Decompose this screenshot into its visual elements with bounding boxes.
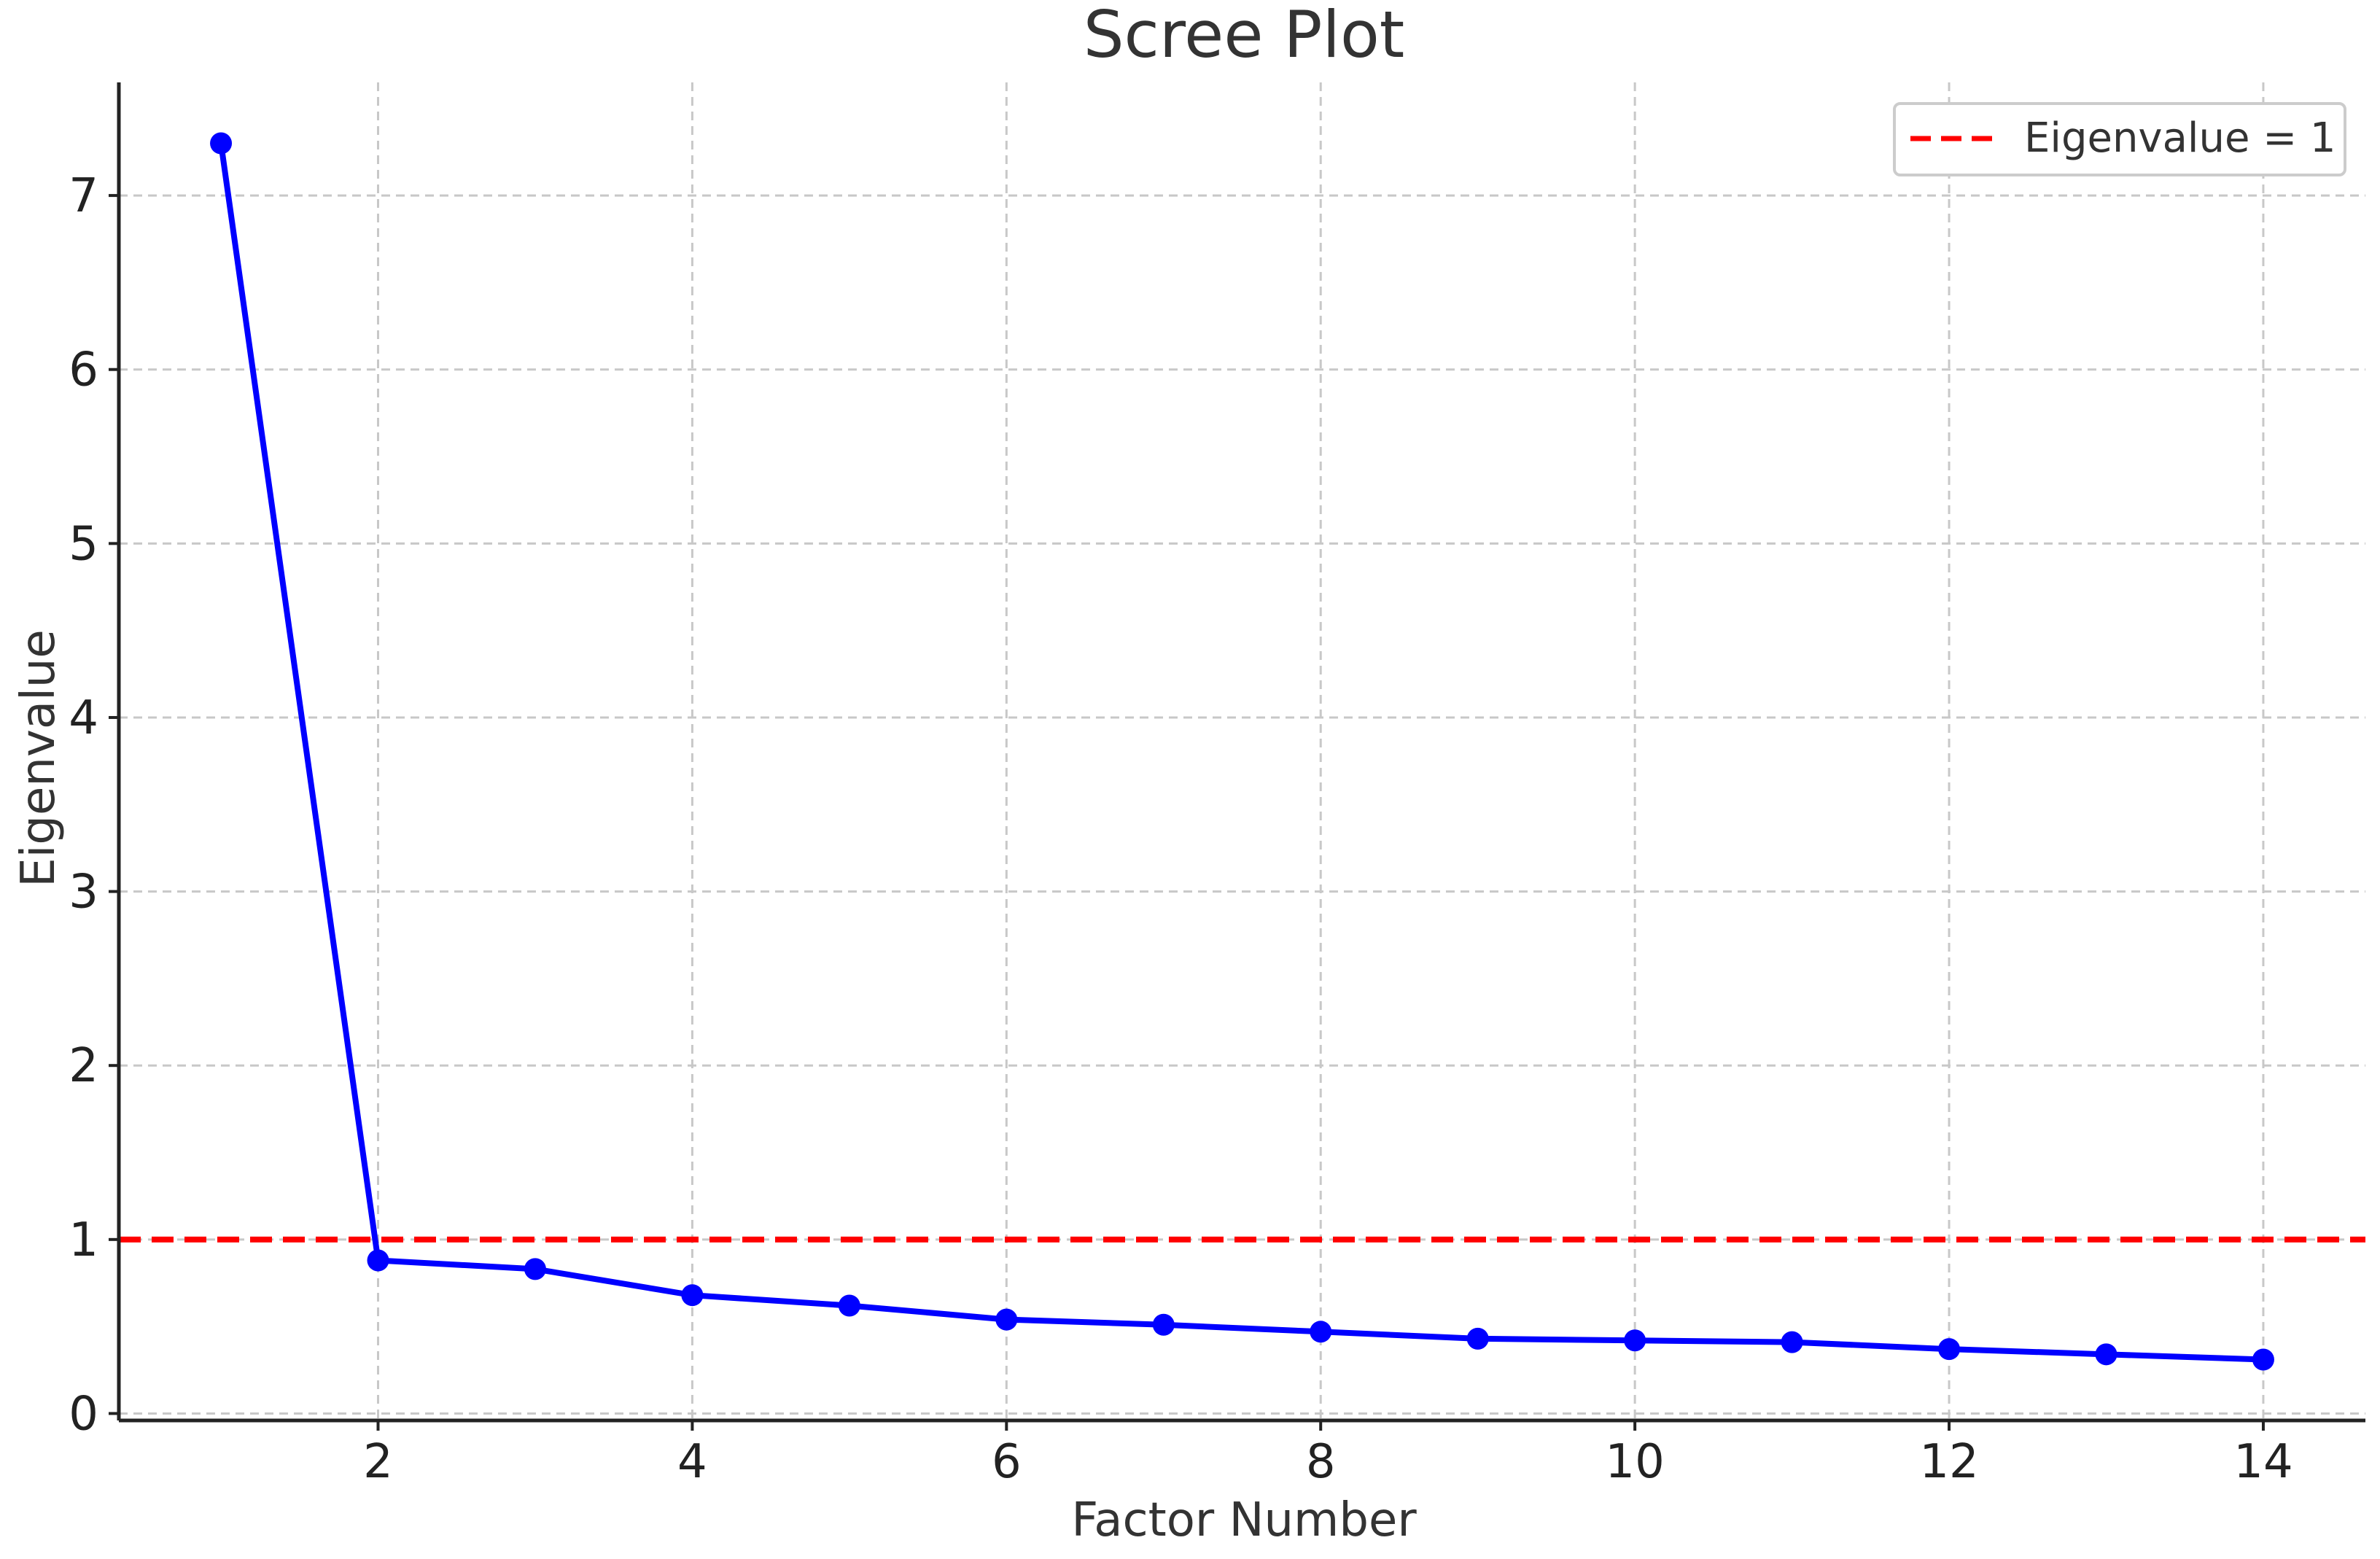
y-tick-label-0: 0 (69, 1387, 98, 1441)
data-point-factor-9 (1466, 1327, 1489, 1350)
data-point-factor-4 (681, 1284, 704, 1307)
data-point-factor-2 (367, 1249, 389, 1272)
legend-label-eigenvalue: Eigenvalue = 1 (2024, 114, 2336, 162)
legend-box (1893, 102, 2346, 176)
chart-title: Scree Plot (1084, 0, 1405, 72)
series-layer (210, 132, 2274, 1371)
grid-layer (119, 82, 2365, 1420)
data-point-factor-3 (524, 1258, 546, 1280)
data-point-factor-6 (995, 1308, 1018, 1331)
data-point-factor-11 (1781, 1331, 1803, 1353)
y-tick-label-2: 2 (69, 1039, 98, 1093)
x-tick-label-12: 12 (1919, 1435, 1978, 1489)
x-tick-label-6: 6 (992, 1435, 1022, 1489)
x-tick-label-2: 2 (363, 1435, 393, 1489)
y-tick-label-1: 1 (69, 1213, 98, 1267)
data-point-factor-10 (1624, 1329, 1646, 1352)
data-point-factor-8 (1310, 1321, 1332, 1343)
legend: Eigenvalue = 1 (1893, 102, 2346, 176)
x-tick-label-8: 8 (1306, 1435, 1336, 1489)
data-point-factor-7 (1152, 1313, 1175, 1336)
y-axis-title: Eigenvalue (12, 629, 66, 887)
data-point-factor-13 (2095, 1343, 2118, 1366)
x-tick-label-14: 14 (2233, 1435, 2292, 1489)
data-point-factor-12 (1938, 1338, 1961, 1361)
x-tick-label-10: 10 (1605, 1435, 1664, 1489)
y-tick-label-5: 5 (69, 517, 98, 571)
x-tick-label-4: 4 (677, 1435, 707, 1489)
data-point-factor-1 (210, 132, 233, 155)
y-tick-label-6: 6 (69, 343, 98, 397)
x-axis-title: Factor Number (1071, 1493, 1417, 1547)
data-point-factor-5 (838, 1294, 860, 1317)
data-point-factor-14 (2252, 1348, 2274, 1371)
series-line (218, 142, 2264, 1363)
y-tick-label-3: 3 (69, 866, 98, 920)
y-tick-label-4: 4 (69, 691, 98, 745)
y-tick-label-7: 7 (69, 169, 98, 223)
